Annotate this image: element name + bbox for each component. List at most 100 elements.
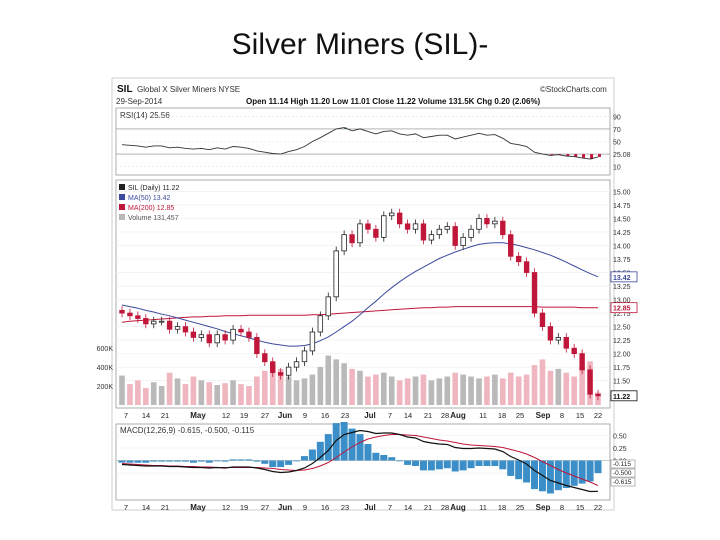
macd-line: [121, 429, 599, 493]
candle-body: [373, 228, 379, 238]
volume-bar: [563, 372, 570, 405]
candle-body: [341, 234, 347, 252]
macd-histogram-bar: [554, 460, 562, 491]
source-label: ©StockCharts.com: [540, 85, 607, 94]
x-axis-label: Jun: [278, 503, 292, 512]
volume-bar: [349, 368, 355, 405]
candle-body: [396, 212, 403, 225]
volume-bar: [365, 376, 371, 405]
legend-swatch-price: [119, 184, 125, 190]
macd-histogram-bar: [308, 449, 316, 461]
security-name: Global X Silver Miners NYSE: [137, 85, 240, 94]
macd-histogram-bar: [419, 460, 427, 471]
macd-histogram-bar: [221, 460, 229, 462]
price-tick-label: 11.50: [613, 379, 630, 386]
rsi-frame: [115, 107, 611, 176]
candle-body: [452, 226, 458, 246]
price-tick-label: 12.75: [613, 311, 631, 318]
volume-bar: [476, 378, 482, 405]
x-axis-label: 25: [516, 411, 524, 420]
macd-histogram-bar: [213, 460, 221, 462]
price-badge-box: [610, 302, 638, 314]
macd-histogram-bar: [427, 460, 435, 471]
macd-badge: -0.615: [613, 479, 632, 486]
candle-body: [500, 220, 506, 236]
macd-histogram-bar: [174, 460, 182, 462]
macd-histogram-bar: [499, 460, 507, 470]
candle-body: [404, 223, 411, 230]
volume-bar: [373, 374, 379, 405]
macd-histogram-bar: [562, 460, 570, 488]
candle-body: [293, 361, 300, 368]
candle-body: [389, 212, 395, 217]
volume-bar: [507, 372, 514, 405]
candle-body: [325, 296, 331, 317]
macd-histogram-bar: [205, 460, 213, 463]
candle-body: [198, 334, 205, 338]
volume-bar: [468, 376, 474, 405]
macd-histogram-bar: [285, 460, 293, 465]
macd-tick-label: 0.50: [613, 434, 627, 441]
volume-bar: [333, 359, 339, 405]
volume-bar: [460, 374, 466, 405]
x-axis-label: 14: [142, 411, 150, 420]
macd-histogram-bar: [467, 460, 475, 469]
volume-bar: [238, 384, 244, 405]
macd-badge-box: [610, 468, 636, 478]
candle-body: [595, 393, 601, 397]
macd-histogram-bar: [300, 456, 308, 461]
volume-bar: [222, 383, 228, 405]
volume-bar: [436, 378, 443, 405]
x-axis-label: 22: [594, 503, 602, 512]
volume-bar: [230, 380, 236, 405]
x-axis-label: 22: [594, 411, 602, 420]
ma200-line: [121, 306, 598, 323]
x-axis-label: 8: [560, 503, 564, 512]
candle-body: [428, 234, 435, 241]
candle-body: [254, 337, 260, 355]
price-frame: [115, 179, 611, 409]
macd-histogram-bar: [166, 460, 174, 462]
legend-ma50: MA(50) 13.42: [128, 195, 171, 202]
macd-histogram-bar: [229, 459, 237, 461]
x-axis-label: 9: [303, 411, 307, 420]
rsi-tick-label: 10: [613, 165, 621, 172]
volume-bar: [277, 368, 284, 405]
legend-volume: Volume 131,457: [128, 215, 179, 222]
candle-body: [230, 328, 236, 341]
x-axis-label: 9: [303, 503, 307, 512]
candle-body: [158, 320, 165, 323]
x-axis-label: 12: [222, 411, 230, 420]
candle-body: [182, 326, 189, 333]
candle-body: [285, 366, 292, 376]
x-axis-label: Aug: [450, 411, 466, 420]
legend-swatch-ma200: [119, 204, 125, 210]
volume-bar: [269, 365, 276, 405]
candle-body: [246, 331, 252, 338]
price-tick-label: 11.75: [613, 365, 630, 372]
price-tick-label: 12.00: [613, 352, 631, 359]
price-tick-label: 14.00: [613, 243, 631, 250]
macd-histogram-bar: [531, 460, 539, 490]
volume-bar: [309, 374, 316, 405]
macd-histogram-bar: [388, 457, 396, 461]
candle-body: [317, 315, 324, 333]
price-badge-box: [610, 390, 638, 402]
volume-bar: [396, 380, 403, 405]
candle-body: [523, 261, 530, 273]
candle-body: [270, 361, 276, 373]
ohlc-label: Open 11.14 High 11.20 Low 11.01 Close 11…: [246, 97, 541, 106]
candle-body: [333, 250, 339, 298]
x-axis-label: 28: [441, 503, 449, 512]
price-tick-label: 13.25: [613, 284, 631, 291]
volume-bar: [190, 376, 197, 405]
volume-bar: [166, 372, 173, 405]
price-badge: 12.85: [613, 306, 631, 313]
rsi-panel: RSI(14) 25.56 90 70 50 25.08 10: [115, 107, 631, 176]
candle-body: [357, 223, 363, 244]
macd-histogram-bar: [380, 455, 388, 461]
candle-body: [381, 215, 387, 238]
x-axis-label: 21: [424, 503, 432, 512]
macd-histogram-bar: [586, 460, 594, 482]
x-axis-label: Sep: [536, 411, 551, 420]
